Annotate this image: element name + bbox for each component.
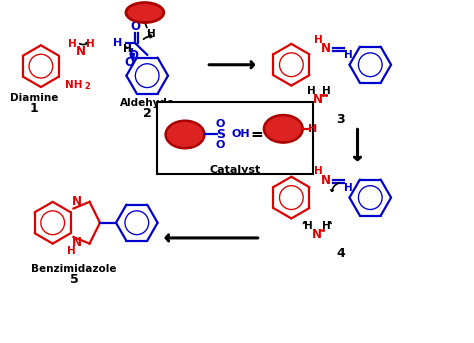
Text: H: H bbox=[344, 183, 353, 193]
Text: H: H bbox=[303, 221, 312, 231]
Text: N: N bbox=[321, 174, 331, 187]
Text: H: H bbox=[322, 86, 331, 96]
Text: H: H bbox=[344, 50, 353, 60]
Text: N: N bbox=[321, 42, 331, 55]
Text: H: H bbox=[146, 29, 155, 39]
Ellipse shape bbox=[264, 115, 303, 143]
Text: O: O bbox=[216, 140, 225, 150]
Text: H: H bbox=[308, 124, 317, 134]
FancyBboxPatch shape bbox=[156, 102, 313, 174]
Text: O: O bbox=[124, 56, 134, 69]
Text: OH: OH bbox=[231, 130, 250, 140]
Text: N: N bbox=[311, 228, 321, 241]
Text: 1: 1 bbox=[29, 102, 38, 115]
Text: N: N bbox=[72, 196, 82, 208]
Text: GO: GO bbox=[274, 124, 292, 134]
Text: O: O bbox=[130, 20, 140, 33]
Text: Aldehyde: Aldehyde bbox=[120, 98, 175, 108]
Text: H: H bbox=[86, 39, 95, 49]
Text: 2: 2 bbox=[85, 82, 91, 91]
Text: 2: 2 bbox=[143, 107, 152, 120]
Text: H: H bbox=[314, 35, 323, 45]
Text: Catalyst: Catalyst bbox=[209, 165, 260, 175]
Text: 4: 4 bbox=[337, 247, 346, 260]
Text: NH: NH bbox=[65, 80, 82, 90]
Text: H: H bbox=[123, 44, 132, 54]
Text: O: O bbox=[128, 49, 138, 62]
Text: Diamine: Diamine bbox=[9, 93, 58, 104]
Text: GO: GO bbox=[176, 130, 194, 140]
Text: Benzimidazole: Benzimidazole bbox=[31, 264, 117, 274]
Text: H: H bbox=[322, 221, 331, 231]
Text: N: N bbox=[72, 236, 82, 249]
Text: N: N bbox=[76, 45, 86, 58]
Text: 3: 3 bbox=[337, 113, 345, 126]
Text: O: O bbox=[216, 119, 225, 129]
Text: H: H bbox=[123, 44, 132, 54]
Ellipse shape bbox=[165, 121, 204, 148]
Text: GO: GO bbox=[136, 8, 154, 17]
Text: 5: 5 bbox=[70, 273, 78, 286]
Ellipse shape bbox=[126, 3, 164, 23]
Text: S: S bbox=[216, 128, 225, 141]
Text: H: H bbox=[307, 86, 316, 96]
Text: H: H bbox=[68, 39, 77, 49]
Text: H: H bbox=[113, 38, 122, 48]
Text: H: H bbox=[314, 166, 323, 176]
Text: =: = bbox=[250, 127, 263, 142]
Text: N: N bbox=[313, 93, 323, 106]
Text: H: H bbox=[67, 246, 76, 256]
